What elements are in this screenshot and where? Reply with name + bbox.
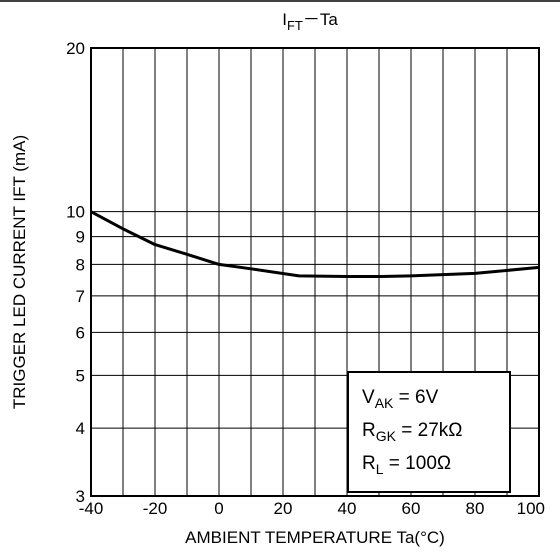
y-tick-labels: 3 4 5 6 7 8 9 10 20 — [66, 39, 85, 506]
chart-title-sub: FT — [287, 18, 303, 33]
x-tick-label: -20 — [143, 499, 168, 518]
condition-vak: VAK = 6V — [362, 387, 439, 411]
y-tick-label: 9 — [76, 228, 85, 247]
condition-vak-rest: = 6V — [393, 387, 438, 408]
chart-title: IFT－Ta — [282, 10, 338, 33]
x-tick-label: 20 — [274, 499, 293, 518]
condition-vak-sub: AK — [375, 395, 394, 411]
chart-title-rest: －Ta — [303, 10, 338, 29]
conditions-box: VAK = 6V RGK = 27kΩ RL = 100Ω — [347, 371, 511, 493]
chart-title-main: I — [282, 10, 287, 29]
x-tick-label: -40 — [79, 499, 104, 518]
condition-vak-main: V — [362, 387, 375, 408]
plot-frame — [90, 47, 540, 497]
x-axis-label: AMBIENT TEMPERATURE Ta(°C) — [185, 528, 445, 547]
x-tick-label: 80 — [466, 499, 485, 518]
condition-rgk-sub: GK — [376, 428, 397, 444]
condition-rgk-main: R — [362, 420, 376, 441]
y-tick-label: 20 — [66, 39, 85, 58]
y-tick-label: 8 — [76, 255, 85, 274]
x-tick-label: 60 — [402, 499, 421, 518]
condition-rl-main: R — [362, 453, 376, 474]
x-tick-label: 100 — [517, 499, 545, 518]
condition-rgk-rest: = 27kΩ — [396, 420, 463, 441]
condition-rl: RL = 100Ω — [362, 453, 451, 477]
condition-rl-rest: = 100Ω — [384, 453, 452, 474]
series-line-ift — [90, 210, 540, 278]
y-tick-label: 10 — [66, 203, 85, 222]
condition-rgk: RGK = 27kΩ — [362, 420, 462, 444]
y-tick-label: 7 — [76, 287, 85, 306]
y-tick-label: 6 — [76, 323, 85, 342]
y-tick-label: 3 — [76, 487, 85, 506]
x-tick-label: 40 — [338, 499, 357, 518]
y-tick-label: 4 — [76, 419, 85, 438]
conditions-box-frame — [347, 371, 511, 493]
y-axis-label: TRIGGER LED CURRENT IFT (mA) — [10, 135, 29, 409]
y-tick-label: 5 — [76, 366, 85, 385]
condition-rl-sub: L — [376, 461, 384, 477]
x-tick-labels: -40 -20 0 20 40 60 80 100 — [79, 499, 545, 518]
x-tick-label: 0 — [214, 499, 223, 518]
